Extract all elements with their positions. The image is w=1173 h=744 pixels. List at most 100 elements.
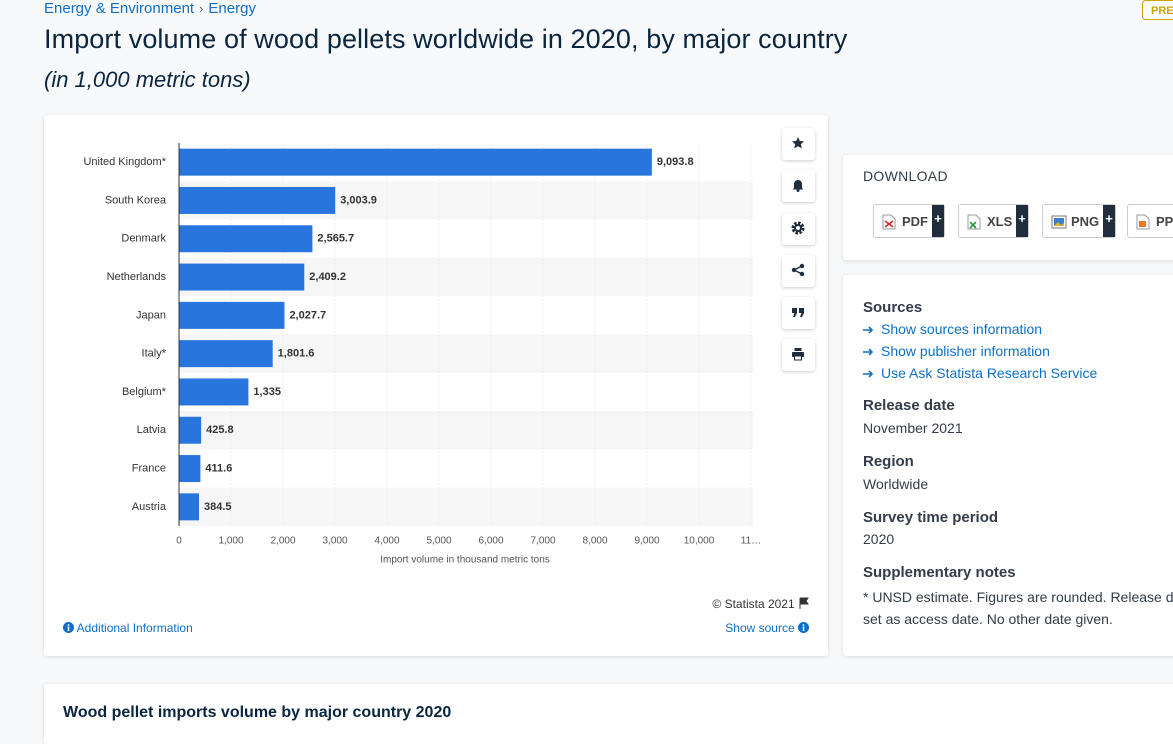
premium-badge[interactable]: PREMIUM [1142, 0, 1173, 20]
bar [179, 186, 336, 214]
source-link[interactable]: Show sources information [863, 321, 1042, 337]
download-ppt[interactable]: PPT+ [1127, 204, 1173, 238]
y-tick-label: Netherlands [107, 271, 167, 283]
flag-icon[interactable] [798, 597, 810, 609]
bar [179, 416, 202, 444]
y-tick-label: Japan [136, 309, 166, 321]
row-band [179, 411, 753, 450]
y-tick-label: South Korea [105, 194, 167, 206]
related-title: Wood pellet imports volume by major coun… [63, 704, 452, 721]
detail-label: Supplementary notes [863, 564, 1016, 581]
y-tick-label: United Kingdom* [83, 156, 166, 168]
source-link[interactable]: Show publisher information [863, 343, 1050, 359]
bar [179, 493, 199, 521]
format-label: PDF [902, 214, 928, 229]
chart-card: 0 1,000 2,000 3,000 4,000 5,000 6,000 7,000 8,00… [44, 115, 828, 656]
y-tick-label: Belgium* [122, 386, 167, 398]
detail-label: Region [863, 453, 914, 470]
y-tick-label: Austria [132, 501, 167, 513]
credit: © Statista 2021 [712, 597, 810, 611]
favorite-button[interactable] [782, 128, 815, 160]
bar [179, 301, 285, 329]
value-label: 2,409.2 [309, 271, 346, 283]
x-axis-label: Import volume in thousand metric tons [380, 555, 550, 566]
value-label: 425.8 [206, 424, 234, 436]
breadcrumb-link[interactable]: Energy [208, 0, 256, 17]
bar [179, 225, 313, 253]
value-label: 1,801.6 [278, 348, 315, 360]
detail-value: * UNSD estimate. Figures are rounded. Re… [863, 589, 1173, 627]
share-button[interactable] [782, 255, 815, 287]
value-label: 9,093.8 [657, 156, 694, 168]
plus: + [1016, 205, 1028, 237]
y-tick-label: Latvia [137, 424, 167, 436]
detail-value: Worldwide [863, 476, 929, 492]
credit-text: © Statista 2021 [712, 597, 795, 611]
subtitle: (in 1,000 metric tons) [44, 67, 251, 92]
bar [179, 455, 201, 483]
link-text: Show sources information [881, 321, 1043, 337]
show-source-text: Show source [725, 621, 795, 635]
additional-info[interactable]: Additional Information [63, 621, 193, 635]
y-tick-label: Denmark [121, 233, 166, 245]
detail-label: Survey time period [863, 509, 999, 526]
cite-button[interactable] [782, 297, 815, 329]
download-pdf[interactable]: PDF + [873, 204, 945, 238]
value-label: 1,335 [253, 386, 281, 398]
breadcrumb: Energy & Environment › Energy [44, 0, 256, 17]
download-title: DOWNLOAD [863, 168, 948, 184]
x-tick-label: 9,000 [634, 536, 659, 547]
link-text: Show publisher information [881, 343, 1050, 359]
x-tick-label: 2,000 [270, 536, 295, 547]
breadcrumb-link[interactable]: Energy & Environment [44, 0, 195, 17]
chart: 0 1,000 2,000 3,000 4,000 5,000 6,000 7,000 8,00… [83, 143, 761, 566]
y-tick-label: Italy* [142, 348, 167, 360]
page-title: Import volume of wood pellets worldwide … [44, 24, 848, 54]
show-source[interactable]: Show source [725, 621, 809, 635]
arrow-icon [863, 370, 874, 378]
y-tick-label: France [132, 462, 166, 474]
x-tick-label: 11… [741, 536, 761, 547]
detail-label: Release date [863, 397, 955, 414]
settings-button[interactable] [782, 213, 815, 245]
info-icon [798, 622, 809, 633]
details-card: Sources Show sources information Show pu… [843, 275, 1173, 656]
value-label: 2,565.7 [317, 233, 354, 245]
additional-info-text: Additional Information [76, 621, 193, 635]
plus: + [932, 205, 944, 237]
value-label: 411.6 [205, 462, 232, 474]
x-tick-label: 3,000 [322, 536, 347, 547]
value-label: 3,003.9 [340, 194, 377, 206]
arrow-icon [863, 326, 874, 334]
format-label: XLS [987, 214, 1013, 229]
download-xls[interactable]: XLS + [958, 204, 1029, 238]
link-text: Use Ask Statista Research Service [881, 365, 1098, 381]
format-label: PPT [1156, 214, 1173, 229]
x-tick-label: 1,000 [218, 536, 243, 547]
source-link[interactable]: Use Ask Statista Research Service [863, 365, 1097, 381]
alert-button[interactable] [782, 170, 815, 202]
related-card: Wood pellet imports volume by major coun… [44, 684, 1173, 744]
x-tick-label: 6,000 [478, 536, 503, 547]
value-label: 384.5 [204, 501, 232, 513]
sources-heading: Sources [863, 299, 923, 316]
bar [179, 263, 305, 291]
info-icon [63, 622, 74, 633]
detail-value: November 2021 [863, 420, 963, 436]
bar [179, 378, 249, 406]
arrow-icon [863, 348, 874, 356]
print-button[interactable] [782, 339, 815, 371]
x-tick-label: 7,000 [530, 536, 555, 547]
plus: + [1103, 205, 1115, 237]
value-label: 2,027.7 [289, 309, 326, 321]
format-label: PNG [1071, 214, 1100, 229]
page: Energy & Environment › Energy PREMIUM Impo… [44, 0, 1173, 721]
x-tick-label: 0 [176, 536, 182, 547]
x-tick-label: 10,000 [684, 536, 715, 547]
x-tick-label: 5,000 [426, 536, 451, 547]
row-band [179, 334, 753, 373]
download-png[interactable]: PNG + [1042, 204, 1116, 238]
x-tick-label: 4,000 [374, 536, 399, 547]
separator: › [199, 1, 204, 16]
x-tick-label: 8,000 [582, 536, 607, 547]
